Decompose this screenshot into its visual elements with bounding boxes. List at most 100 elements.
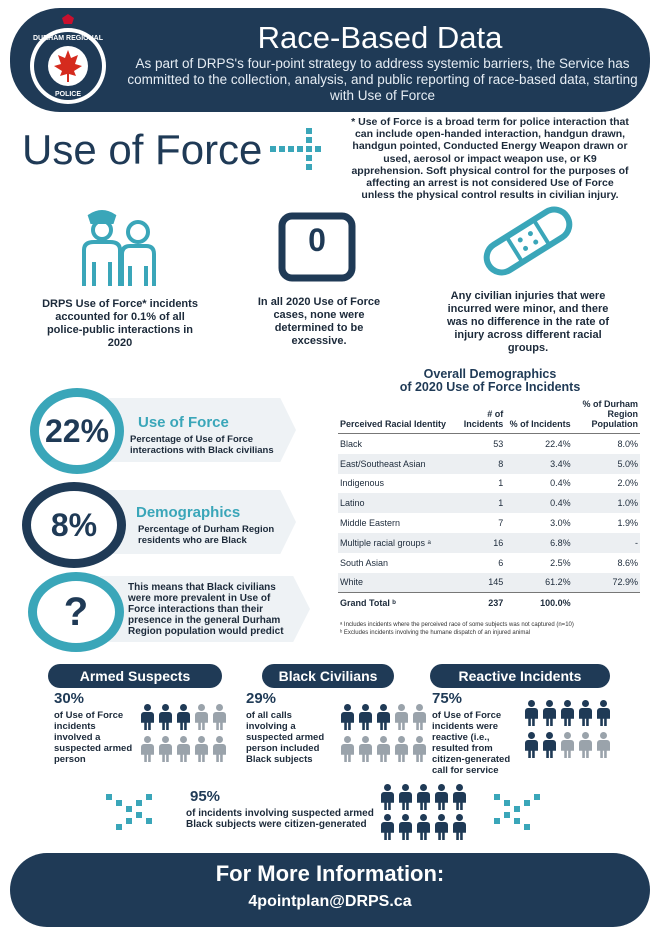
table-row: Indigenous 1 0.4% 2.0% (338, 474, 640, 494)
table-total-row: Grand Total ᵇ 237 100.0% (338, 592, 640, 614)
cell: 1.9% (617, 518, 638, 529)
cell: 6 (498, 557, 504, 568)
pill-armed-suspects: Armed Suspects (48, 664, 222, 688)
people-grid-black (340, 704, 430, 762)
dotted-arrow-right-icon (494, 794, 540, 830)
person-icon (358, 704, 372, 730)
table-row: Multiple racial groups ᵃ 16 6.8% - (338, 532, 640, 553)
cell: 2.0% (617, 478, 638, 489)
table-row: Latino 1 0.4% 1.0% (338, 493, 640, 514)
text-citizen-generated: of incidents involving suspected armed B… (186, 808, 374, 830)
pct-armed-suspects: 30% (54, 690, 85, 707)
people-grid-citizen (380, 784, 470, 840)
person-icon (212, 704, 226, 730)
cell: 0.4% (505, 493, 573, 514)
footnote-b: ᵇ Excludes incidents involving the human… (340, 630, 531, 636)
table-title: Overall Demographics of 2020 Use of Forc… (340, 368, 640, 394)
table-title-line2: of 2020 Use of Force Incidents (399, 380, 581, 394)
cell: Grand Total ᵇ (338, 592, 453, 614)
text-reactive-incidents: of Use of Force incidents were reactive … (432, 710, 511, 776)
person-icon (524, 700, 538, 726)
col-pct-incidents: % of Incidents (505, 398, 573, 434)
police-badge-icon: DURHAM REGIONAL POLICE (30, 14, 106, 104)
footnote-a: ᵃ Includes incidents where the perceived… (340, 622, 574, 628)
cell: 3.4% (505, 453, 573, 474)
person-icon (212, 736, 226, 762)
person-icon (376, 704, 390, 730)
bandage-icon (483, 206, 573, 276)
demographics-table: Perceived Racial Identity # of Incidents… (338, 398, 640, 614)
excessive-force-stat: In all 2020 Use of Force cases, none wer… (257, 296, 381, 347)
dotted-arrow-left-icon (106, 794, 152, 830)
person-icon (176, 736, 190, 762)
person-icon (380, 814, 394, 840)
person-icon (394, 704, 408, 730)
footer-title: For More Information: (215, 861, 445, 886)
cell: 1 (498, 478, 504, 489)
cell: Middle Eastern (340, 518, 401, 529)
person-icon (340, 704, 354, 730)
person-icon (416, 814, 430, 840)
cell: 8.0% (617, 438, 638, 449)
person-icon (596, 732, 610, 758)
person-icon (140, 704, 154, 730)
cell: 100.0% (505, 592, 573, 614)
table-row: Black 53 22.4% 8.0% (338, 434, 640, 454)
band-text-use-of-force: Percentage of Use of Force interactions … (130, 434, 274, 456)
cell: 0.4% (550, 478, 571, 489)
cell: 8 (452, 453, 506, 474)
pill-reactive-incidents: Reactive Incidents (430, 664, 610, 688)
pct-black-civilians: 29% (246, 690, 277, 707)
table-row: White 145 61.2% 72.9% (338, 572, 640, 593)
ring-22-percent: 22% (30, 388, 124, 474)
person-icon (158, 736, 172, 762)
police-public-stat: DRPS Use of Force* incidents accounted f… (42, 298, 198, 349)
band-demographics (100, 490, 296, 554)
injury-stat: Any civilian injuries that were incurred… (447, 290, 609, 354)
person-icon (358, 736, 372, 762)
band-heading-demographics: Demographics (136, 504, 241, 521)
person-icon (560, 700, 574, 726)
dotted-arrow-icon (270, 128, 321, 170)
table-row: Middle Eastern 7 3.0% 1.9% (338, 513, 640, 533)
person-icon (412, 704, 426, 730)
person-icon (194, 736, 208, 762)
person-icon (434, 814, 448, 840)
cell: 7 (498, 518, 504, 529)
person-icon (542, 700, 556, 726)
people-grid-armed (140, 704, 230, 762)
badge-bottom-text: POLICE (55, 91, 81, 98)
table-row: South Asian 6 2.5% 8.6% (338, 553, 640, 573)
cell: 5.0% (572, 453, 640, 474)
text-black-civilians: of all calls involving a suspected armed… (246, 710, 325, 765)
cell (572, 592, 640, 614)
people-grid-reactive (524, 700, 614, 758)
col-pct-population: % of Durham Region Population (572, 398, 640, 434)
cell: - (572, 532, 640, 553)
person-icon (376, 736, 390, 762)
cell: 1 (452, 493, 506, 514)
cell: Black (340, 438, 363, 449)
person-icon (524, 732, 538, 758)
col-identity: Perceived Racial Identity (338, 398, 453, 434)
person-icon (394, 736, 408, 762)
zero-value: 0 (308, 222, 326, 258)
footer-email-link[interactable]: 4pointplan@DRPS.ca (248, 893, 412, 910)
cell: 3.0% (550, 518, 571, 529)
footer-banner: For More Information: 4pointplan@DRPS.ca (10, 853, 650, 927)
person-icon (416, 784, 430, 810)
col-incidents: # of Incidents (452, 398, 506, 434)
person-icon (596, 700, 610, 726)
table-row: East/Southeast Asian 8 3.4% 5.0% (338, 453, 640, 474)
person-icon (398, 784, 412, 810)
cell: 145 (452, 572, 506, 593)
cell: 53 (493, 438, 504, 449)
cell: South Asian (340, 557, 389, 568)
person-icon (380, 784, 394, 810)
cell: Multiple racial groups ᵃ (338, 532, 453, 553)
band-text-conclusion: This means that Black civilians were mor… (128, 582, 284, 637)
band-conclusion (100, 576, 310, 642)
cell: East/Southeast Asian (338, 453, 453, 474)
person-icon (542, 732, 556, 758)
person-icon (140, 736, 154, 762)
